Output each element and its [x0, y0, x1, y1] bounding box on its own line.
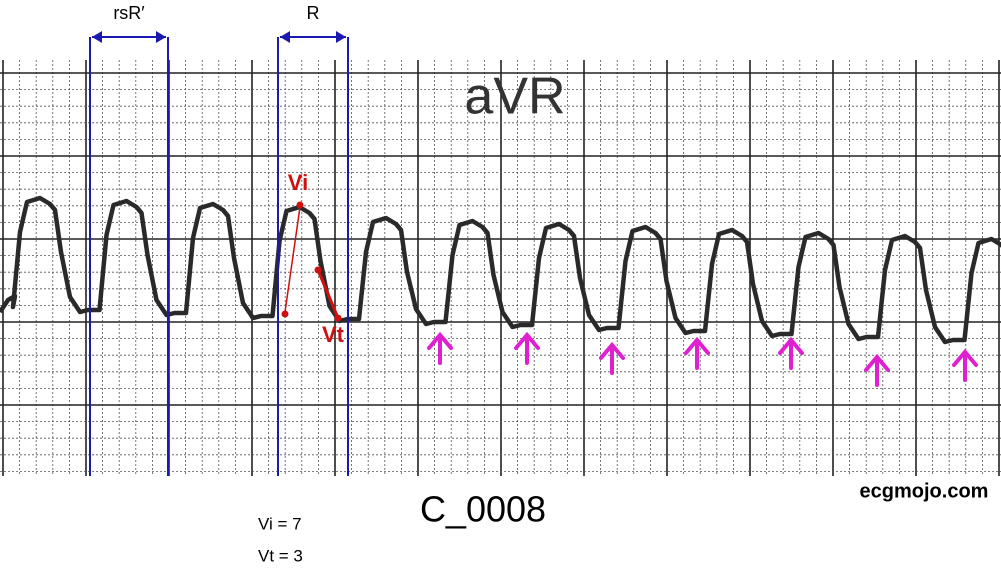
marker-dot: [296, 201, 304, 209]
watermark: ecgmojo.com: [860, 480, 989, 502]
vi-line: [284, 206, 301, 313]
marker-dot: [334, 314, 342, 322]
arrow: [427, 331, 453, 365]
arrow: [864, 353, 890, 387]
arrow: [778, 336, 804, 370]
arrow: [684, 336, 710, 370]
measurement: Vt = 3: [258, 546, 303, 565]
lead-label: aVR: [464, 68, 565, 126]
arrow: [599, 341, 625, 375]
vi-label: Vi: [288, 170, 308, 195]
marker-dot: [281, 310, 289, 318]
bracket-r: [277, 31, 349, 476]
bracket-label: rsR′: [113, 3, 145, 23]
marker-dot: [314, 266, 322, 274]
slope-markers: [281, 201, 342, 322]
arrow-head: [156, 31, 166, 43]
bracket-rsr: [89, 31, 169, 476]
arrow: [952, 348, 978, 382]
ecg-waveform: [0, 195, 1001, 345]
measurement: Vi = 7: [258, 514, 302, 533]
vt-label: Vt: [322, 322, 345, 347]
bracket-label: R: [307, 3, 320, 23]
figure-id: C_0008: [420, 489, 546, 530]
arrow-head: [280, 31, 290, 43]
vt-line: [316, 269, 340, 319]
arrow: [514, 331, 540, 365]
magenta-arrows: [427, 331, 978, 387]
arrow-head: [336, 31, 346, 43]
arrow-head: [92, 31, 102, 43]
